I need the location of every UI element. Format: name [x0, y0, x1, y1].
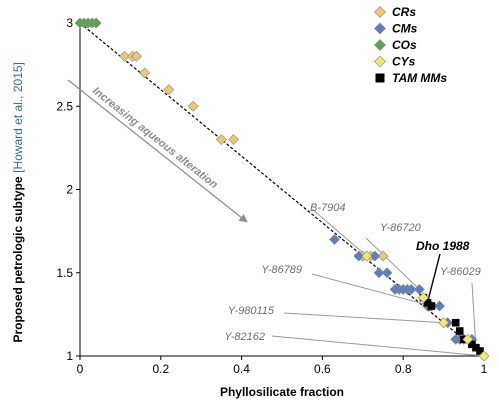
annotation-leader [365, 237, 420, 290]
point-cms [381, 267, 393, 279]
legend-marker-cys [374, 55, 386, 68]
point-tam-mms [476, 347, 484, 355]
annotation-leader [311, 273, 432, 307]
annotation-leader [471, 282, 477, 348]
x-tick-label: 0 [77, 362, 84, 376]
point-cms [413, 283, 425, 295]
alteration-arrow [67, 79, 248, 223]
point-crs [215, 134, 227, 145]
annotation-label: Y-82162 [224, 331, 265, 343]
y-tick-label: 1 [66, 349, 73, 363]
annotation-label: B-7904 [310, 202, 345, 214]
annotation-leader [271, 335, 485, 357]
point-cms [405, 283, 417, 295]
annotation-leader [426, 253, 441, 303]
legend-label: CYs [392, 55, 416, 69]
x-tick-label: 0.2 [152, 362, 169, 376]
alteration-arrow-label: Increasing aqueous alteration [90, 85, 220, 191]
y-tick-label: 1.5 [56, 266, 73, 280]
point-tam-mms [472, 343, 480, 352]
point-crs [131, 50, 142, 62]
point-cys [478, 350, 490, 362]
point-cms [369, 250, 381, 262]
point-tam-mms [423, 298, 432, 307]
legend-marker-cms [374, 22, 386, 35]
y-tick-label: 2 [66, 183, 73, 197]
point-cos [90, 17, 102, 29]
y-axis-title: Proposed petrologic subtype [11, 176, 25, 342]
point-crs [119, 50, 130, 62]
point-cms [353, 250, 365, 262]
x-tick-label: 0.8 [395, 362, 412, 376]
y-tick-label: 2.5 [56, 99, 73, 113]
annotation-label: Dho 1988 [416, 239, 470, 253]
point-crs [139, 67, 151, 79]
point-cys [438, 317, 450, 329]
legend-label: CRs [392, 5, 416, 19]
point-crs [377, 250, 389, 262]
point-crs [163, 84, 175, 96]
point-cms [329, 234, 340, 245]
point-cys [462, 333, 474, 345]
point-tam-mms [427, 302, 436, 310]
x-tick-label: 0.6 [314, 362, 331, 376]
legend-marker-cos [374, 39, 386, 51]
x-tick-label: 0.4 [233, 362, 250, 376]
point-cys [417, 292, 429, 304]
annotation-leader [283, 312, 444, 324]
y-axis-reference: [Howard et al., 2015] [11, 62, 25, 173]
x-tick-label: 1 [481, 362, 488, 376]
trend-line [79, 22, 485, 357]
annotation-label: Y-86720 [380, 222, 422, 234]
point-cms [373, 267, 385, 279]
legend-label: CMs [392, 22, 418, 36]
legend-label: COs [392, 38, 417, 52]
point-crs [228, 134, 239, 145]
legend-marker-crs [374, 6, 386, 18]
annotation-label: Y-86789 [261, 264, 302, 276]
x-axis-title: Phyllosilicate fraction [220, 385, 344, 399]
point-tam-mms [468, 340, 476, 349]
point-crs [187, 100, 199, 112]
point-cys [361, 250, 373, 262]
annotation-label: Y-86029 [440, 266, 481, 278]
point-tam-mms [451, 318, 460, 327]
legend-marker-tam-mms [375, 73, 385, 83]
annotation-label: Y-980115 [228, 305, 275, 317]
y-tick-label: 3 [66, 16, 73, 30]
legend-label: TAM MMs [392, 71, 447, 85]
point-cms [434, 300, 445, 312]
point-tam-mms [455, 327, 464, 335]
annotation-leader [311, 208, 368, 257]
